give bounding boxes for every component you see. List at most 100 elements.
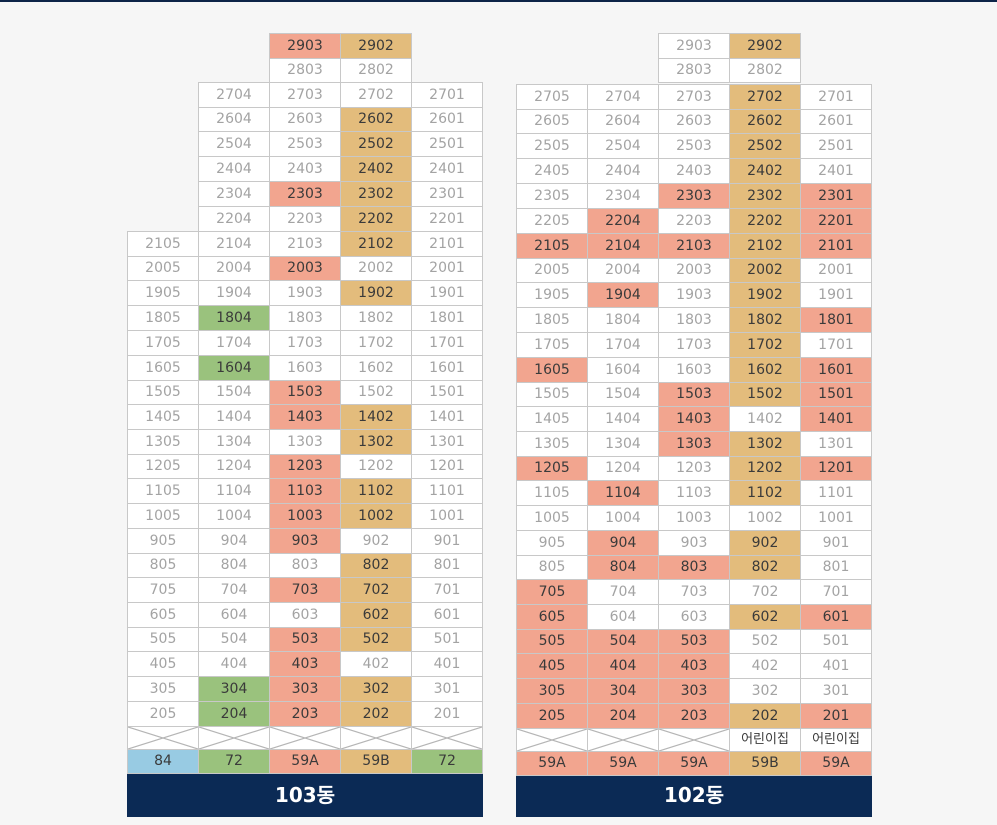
- unit-cell: 1604: [587, 357, 659, 383]
- unit-cell: 705: [127, 577, 199, 603]
- unit-cell: 902: [729, 530, 801, 556]
- unit-cell: 2505: [516, 133, 588, 159]
- unit-cell: 405: [516, 653, 588, 679]
- unit-cell: 2802: [340, 58, 412, 83]
- unit-cell: 504: [198, 627, 270, 652]
- unit-cell: 303: [658, 678, 730, 704]
- unit-cell: 2203: [658, 208, 730, 234]
- unit-cell: 1704: [198, 330, 270, 356]
- unit-cell: 1004: [587, 505, 659, 531]
- unit-cell: 2701: [411, 82, 483, 108]
- unit-cell: 2004: [587, 258, 659, 283]
- unit-cell: 1503: [658, 382, 730, 407]
- unit-cell: 1703: [269, 330, 341, 356]
- unit-cell: 2903: [658, 33, 730, 59]
- unit-cell: 903: [658, 530, 730, 556]
- unit-cell: 704: [198, 577, 270, 603]
- unit-cell: 1102: [340, 478, 412, 504]
- unit-cell: 802: [340, 553, 412, 578]
- unit-cell: 1702: [729, 332, 801, 358]
- unit-cell: 401: [800, 653, 872, 679]
- unit-cell: 2001: [411, 256, 483, 281]
- unit-cell: 2902: [340, 33, 412, 59]
- unit-cell: 801: [800, 555, 872, 580]
- unit-cell: 404: [587, 653, 659, 679]
- unit-cell: 2802: [729, 58, 801, 83]
- unit-cell: 1303: [269, 429, 341, 455]
- unit-cell: 2301: [411, 181, 483, 207]
- unit-cell: 1705: [516, 332, 588, 358]
- unit-cell: 303: [269, 676, 341, 702]
- unit-cell: 403: [269, 651, 341, 677]
- unit-cell: 2503: [269, 131, 341, 157]
- unit-cell: 1603: [269, 355, 341, 381]
- pilotis-empty-cell: [127, 726, 199, 750]
- unit-cell: 201: [411, 701, 483, 727]
- unit-cell: 2803: [658, 58, 730, 83]
- unit-cell: 1401: [411, 404, 483, 430]
- unit-cell: 1505: [516, 382, 588, 407]
- pilotis-empty-cell: [587, 728, 659, 752]
- unit-cell: 2702: [340, 82, 412, 108]
- unit-cell: 905: [127, 528, 199, 554]
- unit-type-cell: 59A: [658, 751, 730, 776]
- unit-cell: 1701: [411, 330, 483, 356]
- unit-cell: 1401: [800, 406, 872, 432]
- unit-type-cell: 59B: [729, 751, 801, 776]
- unit-cell: 203: [269, 701, 341, 727]
- unit-cell: 1902: [340, 280, 412, 306]
- unit-cell: 301: [800, 678, 872, 704]
- top-border: [0, 0, 997, 2]
- unit-cell: 603: [658, 604, 730, 630]
- unit-cell: 1805: [127, 305, 199, 331]
- building-name-103: 103동: [127, 773, 483, 817]
- unit-cell: 2604: [198, 107, 270, 132]
- unit-cell: 1105: [127, 478, 199, 504]
- unit-cell: 1203: [269, 454, 341, 479]
- unit-cell: 2103: [658, 233, 730, 259]
- unit-cell: 703: [269, 577, 341, 603]
- unit-cell: 1002: [340, 503, 412, 529]
- cross-mark-icon: [659, 729, 729, 751]
- unit-cell: 1303: [658, 431, 730, 457]
- unit-cell: 1601: [800, 357, 872, 383]
- unit-cell: 1901: [411, 280, 483, 306]
- unit-cell: 703: [658, 579, 730, 605]
- unit-cell: 405: [127, 651, 199, 677]
- unit-cell: 어린이집: [729, 728, 801, 752]
- unit-cell: 1301: [411, 429, 483, 455]
- unit-cell: 1605: [516, 357, 588, 383]
- unit-cell: 2002: [729, 258, 801, 283]
- unit-cell: 1503: [269, 380, 341, 405]
- unit-cell: 2502: [729, 133, 801, 159]
- unit-cell: 2603: [269, 107, 341, 132]
- unit-cell: 204: [198, 701, 270, 727]
- unit-cell: 1004: [198, 503, 270, 529]
- unit-cell: 2104: [587, 233, 659, 259]
- unit-cell: 2304: [198, 181, 270, 207]
- cross-mark-icon: [270, 727, 340, 749]
- unit-cell: 1302: [340, 429, 412, 455]
- unit-cell: 503: [269, 627, 341, 652]
- unit-cell: 905: [516, 530, 588, 556]
- unit-cell: 2405: [516, 158, 588, 184]
- unit-cell: 1601: [411, 355, 483, 381]
- pilotis-empty-cell: [269, 726, 341, 750]
- cross-mark-icon: [412, 727, 482, 749]
- unit-cell: 1403: [658, 406, 730, 432]
- unit-cell: 1901: [800, 282, 872, 308]
- unit-cell: 1904: [587, 282, 659, 308]
- unit-type-cell: 59A: [269, 749, 341, 774]
- unit-cell: 1804: [198, 305, 270, 331]
- unit-cell: 2303: [269, 181, 341, 207]
- unit-type-cell: 59A: [516, 751, 588, 776]
- unit-type-cell: 84: [127, 749, 199, 774]
- unit-cell: 1204: [198, 454, 270, 479]
- unit-cell: 2501: [411, 131, 483, 157]
- unit-cell: 403: [658, 653, 730, 679]
- unit-cell: 1804: [587, 307, 659, 333]
- unit-cell: 1202: [729, 456, 801, 481]
- unit-cell: 1101: [800, 480, 872, 506]
- unit-cell: 1304: [198, 429, 270, 455]
- unit-cell: 201: [800, 703, 872, 729]
